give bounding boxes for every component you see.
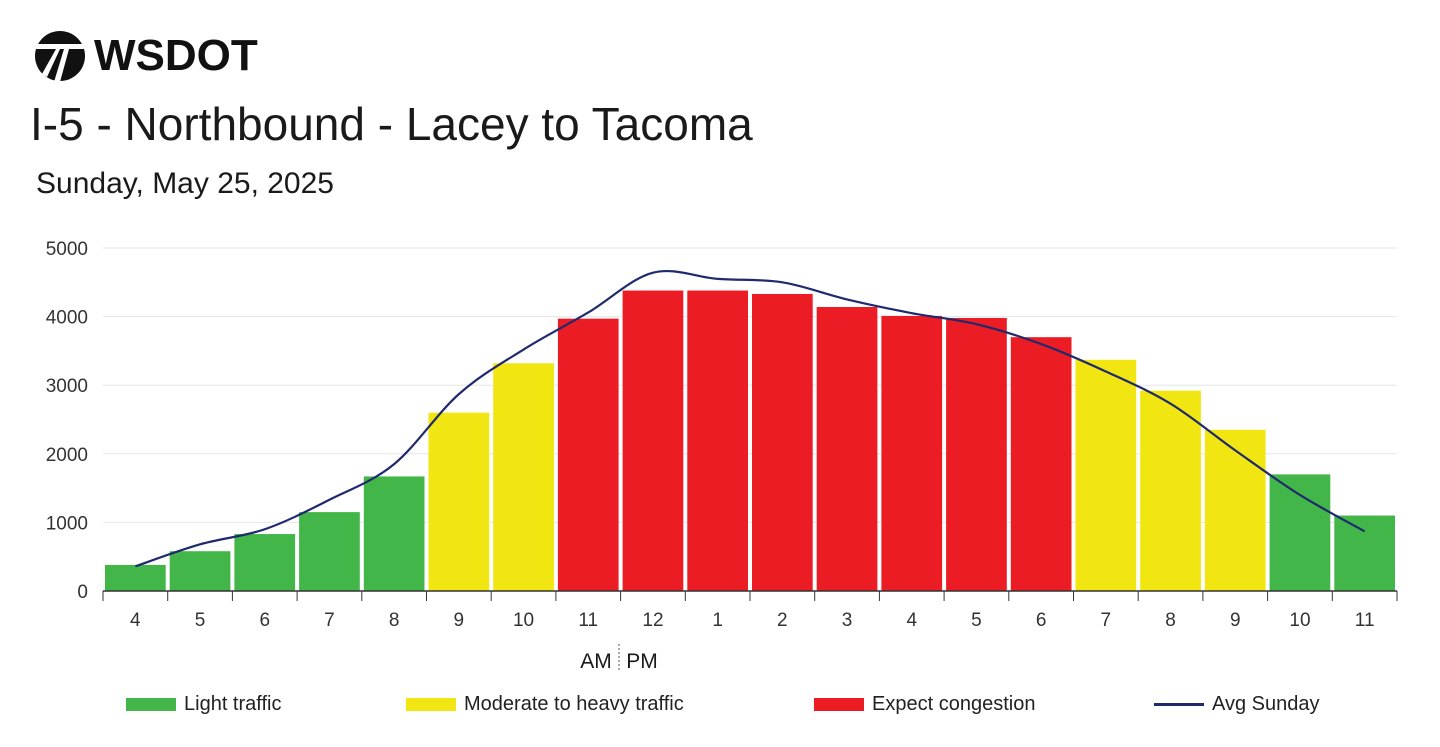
legend: Light traffic Moderate to heavy traffic …: [0, 688, 1440, 720]
bar-congestion: [881, 315, 943, 591]
x-axis: [102, 590, 1398, 601]
bar-light: [234, 534, 296, 591]
legend-item-light: Light traffic: [126, 688, 281, 720]
x-tick-label: 12: [642, 610, 663, 631]
logo-wordmark: WSDOT: [94, 31, 258, 80]
x-axis-ticks: 4 5 6 7 8 9 10 11 12 1 2 3 4 5 6 7 8 9 10 11: [130, 610, 1374, 631]
x-tick-label: 3: [842, 610, 853, 631]
y-axis-ticks: 0 1000 2000 3000 4000 5000: [46, 239, 88, 603]
bar-light: [105, 564, 166, 591]
y-tick-label: 3000: [46, 376, 88, 397]
bar-congestion: [946, 317, 1007, 591]
y-tick-label: 2000: [46, 445, 88, 466]
bar-moderate: [1204, 429, 1266, 591]
bar-moderate: [493, 363, 554, 591]
x-tick-label: 6: [1036, 610, 1047, 631]
am-pm-marker: AM PM: [580, 644, 658, 673]
x-tick-label: 7: [324, 610, 335, 631]
bar-congestion: [557, 318, 619, 591]
x-tick-label: 11: [1355, 610, 1375, 631]
legend-label-light: Light traffic: [184, 692, 282, 715]
y-tick-label: 1000: [46, 513, 88, 534]
bars: [105, 290, 1395, 591]
x-tick-label: 5: [971, 610, 982, 631]
bar-congestion: [687, 290, 748, 591]
bar-moderate: [1140, 390, 1201, 591]
x-tick-label: 9: [1230, 610, 1241, 631]
legend-label-avg: Avg Sunday: [1212, 692, 1320, 715]
wsdot-logo: WSDOT: [34, 28, 258, 84]
bar-light: [363, 476, 425, 591]
x-tick-label: 4: [906, 610, 917, 631]
am-label: AM: [580, 650, 612, 673]
legend-swatch-congestion: [814, 697, 864, 711]
legend-label-moderate: Moderate to heavy traffic: [464, 692, 684, 715]
y-tick-label: 5000: [46, 239, 88, 260]
x-tick-label: 1: [712, 610, 723, 631]
bar-light: [1269, 474, 1331, 591]
bar-moderate: [1075, 359, 1137, 591]
x-tick-label: 4: [130, 610, 141, 631]
legend-item-congestion: Expect congestion: [814, 688, 1035, 720]
y-tick-label: 4000: [46, 308, 88, 329]
x-tick-label: 11: [578, 610, 598, 631]
chart-subtitle: Sunday, May 25, 2025: [36, 167, 334, 200]
bar-congestion: [752, 293, 813, 591]
x-tick-label: 7: [1101, 610, 1112, 631]
bar-congestion: [622, 290, 684, 591]
gridlines: [103, 247, 1397, 523]
chart-title: I-5 - Northbound - Lacey to Tacoma: [30, 98, 753, 150]
bar-light: [299, 512, 360, 591]
x-tick-label: 10: [513, 610, 534, 631]
bar-light: [169, 551, 231, 591]
legend-item-moderate: Moderate to heavy traffic: [406, 688, 684, 720]
bar-moderate: [428, 412, 490, 591]
bar-congestion: [816, 306, 878, 591]
pm-label: PM: [626, 650, 658, 673]
legend-label-congestion: Expect congestion: [872, 692, 1036, 715]
wsdot-logo-icon: [35, 31, 85, 82]
y-tick-label: 0: [77, 582, 88, 603]
legend-item-avg: Avg Sunday: [1154, 688, 1320, 720]
x-tick-label: 8: [389, 610, 400, 631]
x-tick-label: 2: [777, 610, 788, 631]
avg-sunday-line: [134, 269, 1366, 568]
x-tick-label: 5: [195, 610, 206, 631]
x-tick-label: 6: [259, 610, 270, 631]
bar-congestion: [1010, 337, 1072, 591]
avg-line-layer: [134, 269, 1366, 568]
legend-swatch-avg: [1154, 702, 1204, 706]
x-tick-label: 8: [1165, 610, 1176, 631]
x-tick-label: 10: [1289, 610, 1310, 631]
x-tick-label: 9: [454, 610, 465, 631]
legend-swatch-light: [126, 697, 176, 711]
bar-light: [1334, 515, 1395, 591]
legend-swatch-moderate: [406, 697, 456, 711]
